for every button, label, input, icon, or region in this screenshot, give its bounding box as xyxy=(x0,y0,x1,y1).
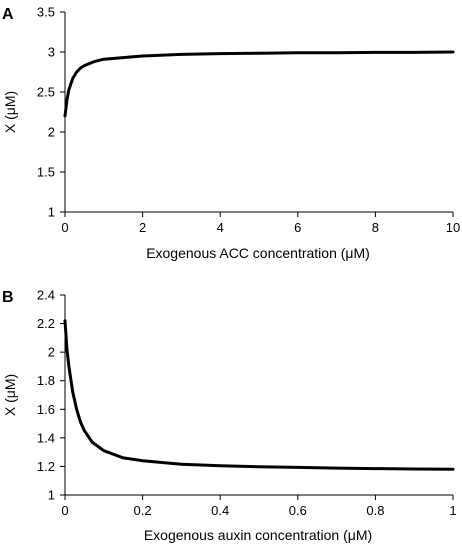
y-tick-label: 1.5 xyxy=(37,165,55,180)
x-tick-label: 4 xyxy=(217,220,224,235)
y-tick-label: 1.4 xyxy=(37,430,55,445)
y-tick-label: 3.5 xyxy=(37,5,55,20)
y-tick-label: 2.5 xyxy=(37,85,55,100)
x-axis-title: Exogenous ACC concentration (μM) xyxy=(146,245,370,261)
x-tick-label: 6 xyxy=(294,220,301,235)
y-tick-label: 2.4 xyxy=(37,288,55,303)
plot-area xyxy=(63,319,455,471)
x-tick-label: 0.8 xyxy=(366,503,384,518)
y-axis-title: X (μM) xyxy=(2,374,18,416)
x-tick-label: 0 xyxy=(61,503,68,518)
y-tick-label: 1 xyxy=(48,488,55,503)
axes-group xyxy=(64,12,453,213)
x-axis-title: Exogenous auxin concentration (μM) xyxy=(144,527,372,543)
y-tick-label: 2 xyxy=(48,345,55,360)
y-tick-label: 1 xyxy=(48,205,55,220)
plot-area xyxy=(63,50,455,118)
y-tick-label: 2 xyxy=(48,125,55,140)
x-tick-label: 1 xyxy=(449,503,456,518)
x-tick-label: 2 xyxy=(139,220,146,235)
x-tick-label: 0.4 xyxy=(211,503,229,518)
y-axis-title: X (μM) xyxy=(2,91,18,133)
ticks-group: 1 1.5 2 2.5 3 3.5 0 2 4 6 8 10 xyxy=(37,5,460,236)
axes-group xyxy=(64,295,453,496)
y-tick-label: 1.2 xyxy=(37,459,55,474)
y-tick-label: 1.8 xyxy=(37,373,55,388)
x-tick-label: 0.6 xyxy=(289,503,307,518)
panel-b: B X (μM) Exogenous auxin concentration (… xyxy=(2,288,457,544)
x-tick-label: 0.2 xyxy=(134,503,152,518)
series-line xyxy=(63,50,455,118)
y-tick-label: 2.2 xyxy=(37,316,55,331)
x-tick-label: 0 xyxy=(61,220,68,235)
x-tick-label: 10 xyxy=(446,220,460,235)
ticks-group: 1 1.2 1.4 1.6 1.8 2 2.2 2.4 0 0.2 0.4 0.6 0.8 1 xyxy=(37,288,457,519)
panel-label: B xyxy=(2,289,14,306)
y-tick-label: 3 xyxy=(48,45,55,60)
x-tick-label: 8 xyxy=(372,220,379,235)
panel-label: A xyxy=(2,6,14,23)
panel-a: A X (μM) Exogenous ACC concentration (μM… xyxy=(2,5,460,262)
series-line xyxy=(63,319,455,471)
y-tick-label: 1.6 xyxy=(37,402,55,417)
